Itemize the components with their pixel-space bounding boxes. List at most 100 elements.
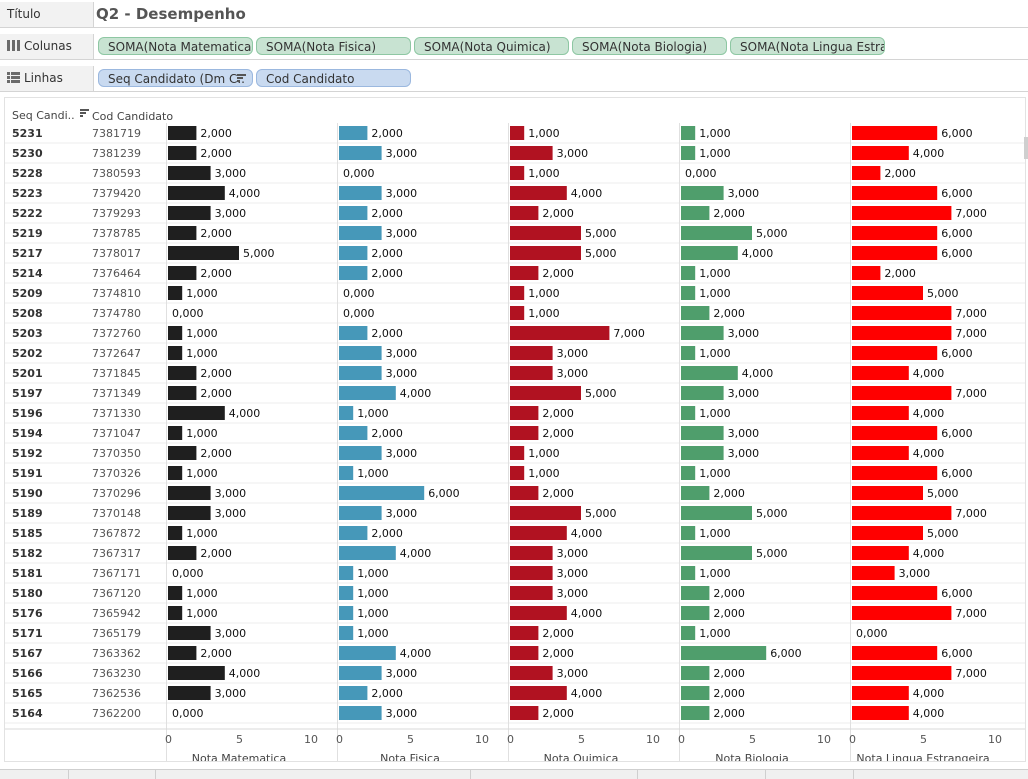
bar[interactable] xyxy=(339,366,382,380)
bar[interactable] xyxy=(681,426,724,440)
bar[interactable] xyxy=(510,366,553,380)
pill-soma-nota-lingua-estrangeira[interactable]: SOMA(Nota Lingua Estra.. xyxy=(730,37,885,55)
bar[interactable] xyxy=(852,486,923,500)
bar[interactable] xyxy=(339,686,368,700)
bar[interactable] xyxy=(852,326,952,340)
bar[interactable] xyxy=(168,586,183,600)
bar[interactable] xyxy=(339,706,382,720)
bar[interactable] xyxy=(681,126,696,140)
bar[interactable] xyxy=(510,626,539,640)
bar[interactable] xyxy=(852,406,909,420)
bar[interactable] xyxy=(168,626,211,640)
bar[interactable] xyxy=(339,146,382,160)
bar[interactable] xyxy=(339,506,382,520)
bar[interactable] xyxy=(681,326,724,340)
bar[interactable] xyxy=(339,666,382,680)
bar[interactable] xyxy=(510,486,539,500)
bar[interactable] xyxy=(168,486,211,500)
bar[interactable] xyxy=(510,566,553,580)
bar[interactable] xyxy=(168,166,211,180)
bar[interactable] xyxy=(681,386,724,400)
bar[interactable] xyxy=(510,126,525,140)
bar[interactable] xyxy=(339,326,368,340)
bar[interactable] xyxy=(510,446,525,460)
bar[interactable] xyxy=(681,566,696,580)
bar[interactable] xyxy=(510,346,553,360)
bar[interactable] xyxy=(681,586,710,600)
bar[interactable] xyxy=(168,606,183,620)
bar[interactable] xyxy=(510,546,553,560)
bar[interactable] xyxy=(681,406,696,420)
bar[interactable] xyxy=(168,226,197,240)
bar[interactable] xyxy=(168,246,239,260)
pill-soma-nota-biologia[interactable]: SOMA(Nota Biologia) xyxy=(572,37,727,55)
bar[interactable] xyxy=(852,126,938,140)
bar[interactable] xyxy=(339,466,354,480)
bar[interactable] xyxy=(168,686,211,700)
vertical-scrollbar[interactable] xyxy=(1024,137,1028,159)
bar[interactable] xyxy=(510,606,567,620)
bar[interactable] xyxy=(852,386,952,400)
bar[interactable] xyxy=(852,586,938,600)
bar[interactable] xyxy=(510,586,553,600)
bar[interactable] xyxy=(339,226,382,240)
bar[interactable] xyxy=(168,546,197,560)
bar[interactable] xyxy=(681,346,696,360)
bar[interactable] xyxy=(168,506,211,520)
bar[interactable] xyxy=(852,426,938,440)
bar[interactable] xyxy=(681,146,696,160)
bar[interactable] xyxy=(510,226,581,240)
bar[interactable] xyxy=(168,346,183,360)
bar[interactable] xyxy=(339,246,368,260)
sort-descending-icon[interactable] xyxy=(237,74,246,83)
bar[interactable] xyxy=(852,506,952,520)
bar[interactable] xyxy=(852,366,909,380)
bar[interactable] xyxy=(510,666,553,680)
bar[interactable] xyxy=(510,306,525,320)
bar[interactable] xyxy=(339,386,396,400)
bar[interactable] xyxy=(681,306,710,320)
bar[interactable] xyxy=(510,526,567,540)
bar[interactable] xyxy=(339,266,368,280)
bar[interactable] xyxy=(852,706,909,720)
bar[interactable] xyxy=(681,706,710,720)
pill-cod-candidato[interactable]: Cod Candidato xyxy=(256,69,411,87)
bar[interactable] xyxy=(852,566,895,580)
bar[interactable] xyxy=(168,366,197,380)
bar[interactable] xyxy=(681,686,710,700)
pill-soma-nota-quimica[interactable]: SOMA(Nota Quimica) xyxy=(414,37,569,55)
bar[interactable] xyxy=(168,126,197,140)
bar[interactable] xyxy=(168,206,211,220)
bar[interactable] xyxy=(681,366,738,380)
bar[interactable] xyxy=(681,266,696,280)
bar[interactable] xyxy=(681,446,724,460)
bar[interactable] xyxy=(681,606,710,620)
bar[interactable] xyxy=(681,286,696,300)
bar[interactable] xyxy=(168,666,225,680)
header-seq-candidato[interactable]: Seq Candi.. xyxy=(12,109,89,122)
bar[interactable] xyxy=(168,406,225,420)
bar[interactable] xyxy=(168,526,183,540)
bar[interactable] xyxy=(681,646,767,660)
bar[interactable] xyxy=(339,186,382,200)
bar[interactable] xyxy=(339,486,425,500)
bar[interactable] xyxy=(510,146,553,160)
bar[interactable] xyxy=(510,686,567,700)
bar[interactable] xyxy=(510,406,539,420)
bar[interactable] xyxy=(852,526,923,540)
bar[interactable] xyxy=(852,186,938,200)
bar[interactable] xyxy=(852,446,909,460)
bar[interactable] xyxy=(339,626,354,640)
bar[interactable] xyxy=(510,506,581,520)
bar[interactable] xyxy=(852,286,923,300)
bar[interactable] xyxy=(681,206,710,220)
bar[interactable] xyxy=(510,466,525,480)
bar[interactable] xyxy=(852,546,909,560)
bar[interactable] xyxy=(510,326,610,340)
bar[interactable] xyxy=(168,186,225,200)
header-cod-candidato[interactable]: Cod Candidato xyxy=(92,110,174,123)
bar[interactable] xyxy=(852,266,881,280)
bar[interactable] xyxy=(339,346,382,360)
bar[interactable] xyxy=(510,286,525,300)
bar[interactable] xyxy=(339,406,354,420)
